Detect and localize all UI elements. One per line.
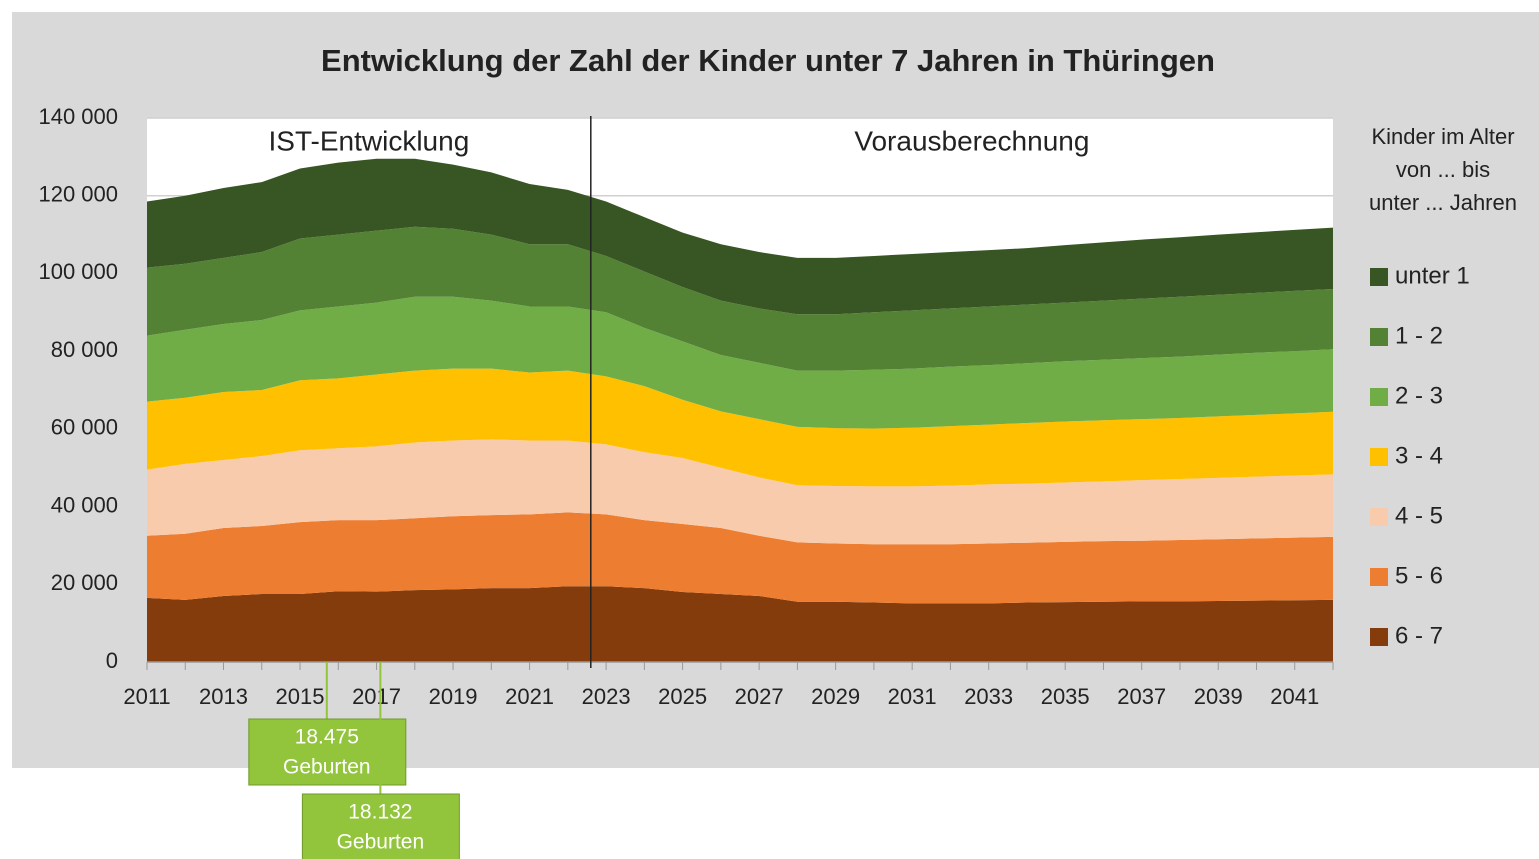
area: [147, 512, 1333, 604]
annotation-text: Geburten: [283, 756, 371, 779]
legend-swatch: [1370, 508, 1388, 526]
x-tick-label: 2035: [1041, 684, 1090, 709]
x-tick-label: 2011: [123, 684, 170, 709]
x-tick-label: 2023: [582, 684, 631, 709]
x-tick-label: 2017: [352, 684, 401, 709]
x-tick-label: 2039: [1194, 684, 1243, 709]
legend-label: unter 1: [1395, 262, 1470, 289]
area: [147, 158, 1333, 315]
legend-label: 6 - 7: [1395, 622, 1443, 649]
x-tick-label: 2041: [1270, 684, 1319, 709]
legend-swatch: [1370, 628, 1388, 646]
annotation-text: Geburten: [337, 831, 425, 854]
y-tick-label: 0: [106, 648, 118, 673]
y-tick-label: 60 000: [51, 415, 118, 440]
legend-label: 5 - 6: [1395, 562, 1443, 589]
x-tick-label: 2025: [658, 684, 707, 709]
y-tick-label: 120 000: [38, 182, 118, 207]
x-tick-label: 2027: [735, 684, 784, 709]
x-tick-label: 2033: [964, 684, 1013, 709]
y-tick-label: 20 000: [51, 570, 118, 595]
legend-swatch: [1370, 568, 1388, 586]
area: [147, 296, 1333, 429]
period-label: Vorausberechnung: [854, 125, 1089, 156]
legend-swatch: [1370, 328, 1388, 346]
area: [147, 226, 1333, 371]
legend-title: unter ... Jahren: [1369, 190, 1517, 215]
legend-label: 4 - 5: [1395, 502, 1443, 529]
legend-title: Kinder im Alter: [1371, 124, 1514, 149]
annotation-value: 18.475: [295, 726, 359, 749]
chart-title: Entwicklung der Zahl der Kinder unter 7 …: [321, 43, 1215, 78]
x-tick-label: 2015: [276, 684, 325, 709]
y-tick-label: 40 000: [51, 492, 118, 517]
x-tick-label: 2021: [505, 684, 554, 709]
y-tick-label: 80 000: [51, 337, 118, 362]
area: [147, 439, 1333, 545]
y-tick-label: 140 000: [38, 104, 118, 129]
legend-swatch: [1370, 268, 1388, 286]
area: [147, 368, 1333, 487]
x-tick-label: 2037: [1117, 684, 1166, 709]
legend-swatch: [1370, 388, 1388, 406]
y-tick-label: 100 000: [38, 259, 118, 284]
x-tick-label: 2019: [429, 684, 478, 709]
period-label: IST-Entwicklung: [269, 125, 470, 156]
annotation-box: [301, 793, 460, 859]
x-tick-label: 2031: [888, 684, 937, 709]
legend-label: 1 - 2: [1395, 322, 1443, 349]
x-tick-label: 2029: [811, 684, 860, 709]
x-tick-label: 2013: [199, 684, 248, 709]
legend-label: 3 - 4: [1395, 442, 1443, 469]
legend-title: von ... bis: [1396, 157, 1490, 182]
area: [147, 586, 1333, 662]
legend-label: 2 - 3: [1395, 382, 1443, 409]
legend-swatch: [1370, 448, 1388, 466]
annotation-value: 18.132: [348, 801, 412, 824]
